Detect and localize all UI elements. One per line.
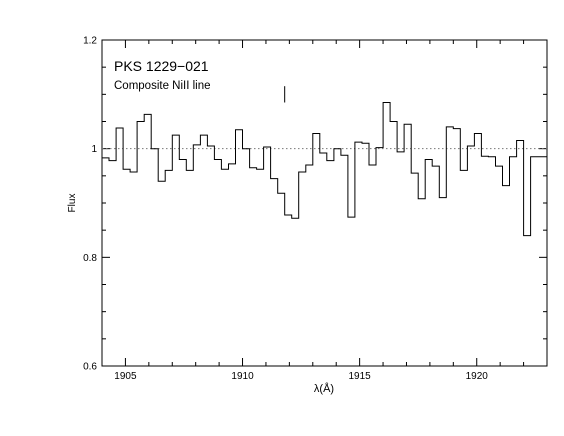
x-tick-labels: 1905 1910 1915 1920 xyxy=(114,371,488,382)
chart-title: PKS 1229−021 xyxy=(114,58,209,74)
x-axis-label: λ(Å) xyxy=(314,382,334,395)
x-ticks xyxy=(101,40,548,366)
y-tick-label: 1 xyxy=(91,144,97,155)
y-tick-label: 1.2 xyxy=(83,36,97,47)
x-tick-label: 1915 xyxy=(349,371,372,382)
y-axis-label: Flux xyxy=(67,194,78,213)
y-ticks xyxy=(102,39,547,367)
chart-subtitle: Composite NiII line xyxy=(114,80,211,92)
y-tick-labels: 0.6 0.8 1 1.2 xyxy=(83,36,97,373)
y-tick-label: 0.8 xyxy=(83,253,97,264)
x-tick-label: 1910 xyxy=(231,371,254,382)
y-tick-label: 0.6 xyxy=(83,362,97,373)
x-tick-label: 1920 xyxy=(466,371,489,382)
x-tick-label: 1905 xyxy=(114,371,137,382)
spectrum-series-line xyxy=(102,102,547,237)
